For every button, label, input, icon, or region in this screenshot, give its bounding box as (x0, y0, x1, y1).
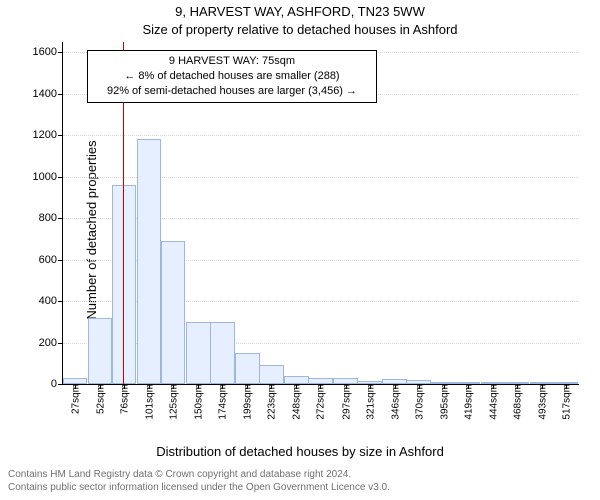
annotation-line-3: 92% of semi-detached houses are larger (… (94, 84, 370, 99)
xtick-label: 52sqm (94, 384, 107, 414)
histogram-bar (88, 318, 113, 384)
histogram-bar (161, 241, 186, 384)
x-axis-label: Distribution of detached houses by size … (0, 444, 600, 459)
chart-subtitle: Size of property relative to detached ho… (0, 22, 600, 37)
xtick-label: 76sqm (118, 384, 131, 414)
xtick-label: 272sqm (314, 384, 327, 420)
xtick-label: 419sqm (461, 384, 474, 420)
ytick-label: 1400 (33, 88, 63, 100)
ytick-label: 1000 (33, 171, 63, 183)
xtick-label: 517sqm (559, 384, 572, 420)
xtick-label: 101sqm (143, 384, 156, 420)
ytick-label: 1600 (33, 46, 63, 58)
xtick-label: 150sqm (192, 384, 205, 420)
histogram-bar (112, 185, 137, 384)
histogram-bar (186, 322, 211, 384)
xtick-label: 174sqm (216, 384, 229, 420)
xtick-label: 370sqm (412, 384, 425, 420)
xtick-label: 248sqm (290, 384, 303, 420)
ytick-label: 200 (39, 337, 63, 349)
gridline-h (63, 135, 579, 136)
ytick-label: 400 (39, 295, 63, 307)
footer-line-1: Contains HM Land Registry data © Crown c… (8, 469, 592, 482)
xtick-label: 223sqm (265, 384, 278, 420)
histogram-bar (137, 139, 162, 384)
histogram-bar (235, 353, 260, 384)
xtick-label: 493sqm (535, 384, 548, 420)
annotation-line-2: ← 8% of detached houses are smaller (288… (94, 69, 370, 84)
footer-line-2: Contains public sector information licen… (8, 482, 592, 495)
ytick-label: 0 (51, 378, 63, 390)
chart-title: 9, HARVEST WAY, ASHFORD, TN23 5WW (0, 4, 600, 19)
ytick-label: 600 (39, 254, 63, 266)
plot-area: 0200400600800100012001400160027sqm52sqm7… (62, 42, 579, 385)
histogram-bar (259, 365, 284, 384)
footer-attribution: Contains HM Land Registry data © Crown c… (8, 469, 592, 494)
xtick-label: 125sqm (167, 384, 180, 420)
xtick-label: 346sqm (388, 384, 401, 420)
xtick-label: 27sqm (69, 384, 82, 414)
xtick-label: 395sqm (437, 384, 450, 420)
ytick-label: 800 (39, 212, 63, 224)
xtick-label: 297sqm (339, 384, 352, 420)
ytick-label: 1200 (33, 129, 63, 141)
xtick-label: 444sqm (486, 384, 499, 420)
histogram-bar (284, 376, 309, 384)
annotation-box: 9 HARVEST WAY: 75sqm← 8% of detached hou… (87, 50, 377, 103)
xtick-label: 321sqm (363, 384, 376, 420)
xtick-label: 199sqm (241, 384, 254, 420)
annotation-line-1: 9 HARVEST WAY: 75sqm (94, 54, 370, 69)
xtick-label: 468sqm (510, 384, 523, 420)
histogram-bar (210, 322, 235, 384)
